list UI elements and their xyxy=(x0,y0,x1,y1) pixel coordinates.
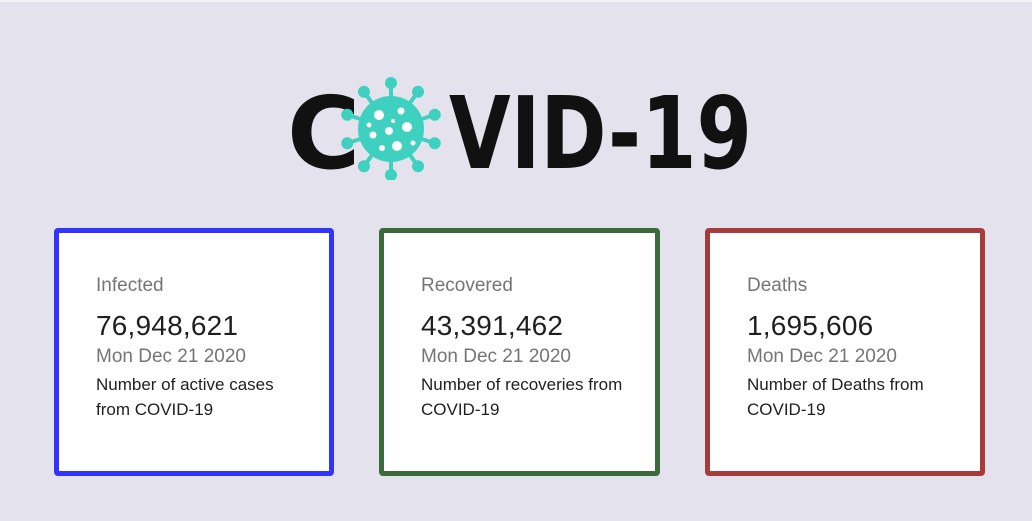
top-divider xyxy=(0,0,1032,2)
card-date: Mon Dec 21 2020 xyxy=(747,346,897,367)
infected-card: Infected 76,948,621 Mon Dec 21 2020 Numb… xyxy=(54,228,334,476)
recovered-card: Recovered 43,391,462 Mon Dec 21 2020 Num… xyxy=(379,228,660,476)
card-date: Mon Dec 21 2020 xyxy=(421,346,571,367)
card-title: Recovered xyxy=(421,275,513,296)
card-value: 76,948,621 xyxy=(96,310,239,341)
card-title: Deaths xyxy=(747,275,808,296)
card-date: Mon Dec 21 2020 xyxy=(96,346,246,367)
card-description: Number of Deaths from COVID-19 xyxy=(747,375,924,419)
card-title: Infected xyxy=(96,275,164,296)
logo-text-right: VID-19 xyxy=(449,76,752,180)
card-description: Number of active cases from COVID-19 xyxy=(96,375,274,419)
card-description: Number of recoveries from COVID-19 xyxy=(421,375,623,419)
card-value: 43,391,462 xyxy=(421,310,564,341)
covid-19-logo: C VID-19 xyxy=(287,76,757,180)
virus-icon xyxy=(341,77,441,180)
card-value: 1,695,606 xyxy=(747,310,874,341)
deaths-card: Deaths 1,695,606 Mon Dec 21 2020 Number … xyxy=(705,228,985,476)
logo-text-left: C xyxy=(287,76,360,180)
